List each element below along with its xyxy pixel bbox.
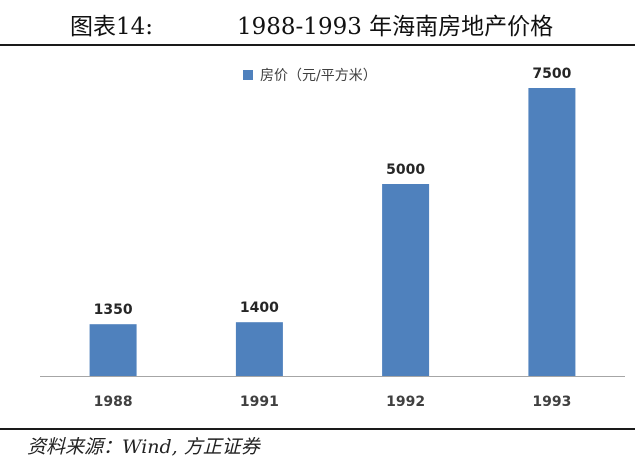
bar-series <box>89 88 576 376</box>
x-tick-label-1988: 1988 <box>94 394 133 410</box>
chart-container: 房价（元/平方米） 1350 1400 5000 7500 1988 1991 1992 1… <box>0 46 635 426</box>
data-label-1993: 7500 <box>532 66 571 82</box>
x-tick-label-1992: 1992 <box>386 394 425 410</box>
legend-label: 房价（元/平方米） <box>260 68 377 84</box>
x-tick-label-1993: 1993 <box>532 394 571 410</box>
bar-1991 <box>235 322 283 376</box>
data-label-1991: 1400 <box>240 300 279 316</box>
data-labels: 1350 1400 5000 7500 <box>94 66 572 318</box>
footer-rule <box>0 428 635 430</box>
x-axis-tick-labels: 1988 1991 1992 1993 <box>94 394 572 410</box>
bar-1993 <box>528 88 576 376</box>
data-label-1988: 1350 <box>94 302 133 318</box>
data-label-1992: 5000 <box>386 162 425 178</box>
figure-header: 图表14: 1988-1993 年海南房地产价格 <box>0 0 635 46</box>
figure-label: 图表14: <box>70 14 154 40</box>
x-tick-label-1991: 1991 <box>240 394 279 410</box>
legend-swatch <box>243 70 253 80</box>
bar-1988 <box>89 324 137 376</box>
figure-title: 1988-1993 年海南房地产价格 <box>237 14 554 40</box>
bar-1992 <box>382 184 430 376</box>
legend: 房价（元/平方米） <box>243 68 377 84</box>
source-note: 资料来源：Wind, 方正证券 <box>27 436 260 458</box>
